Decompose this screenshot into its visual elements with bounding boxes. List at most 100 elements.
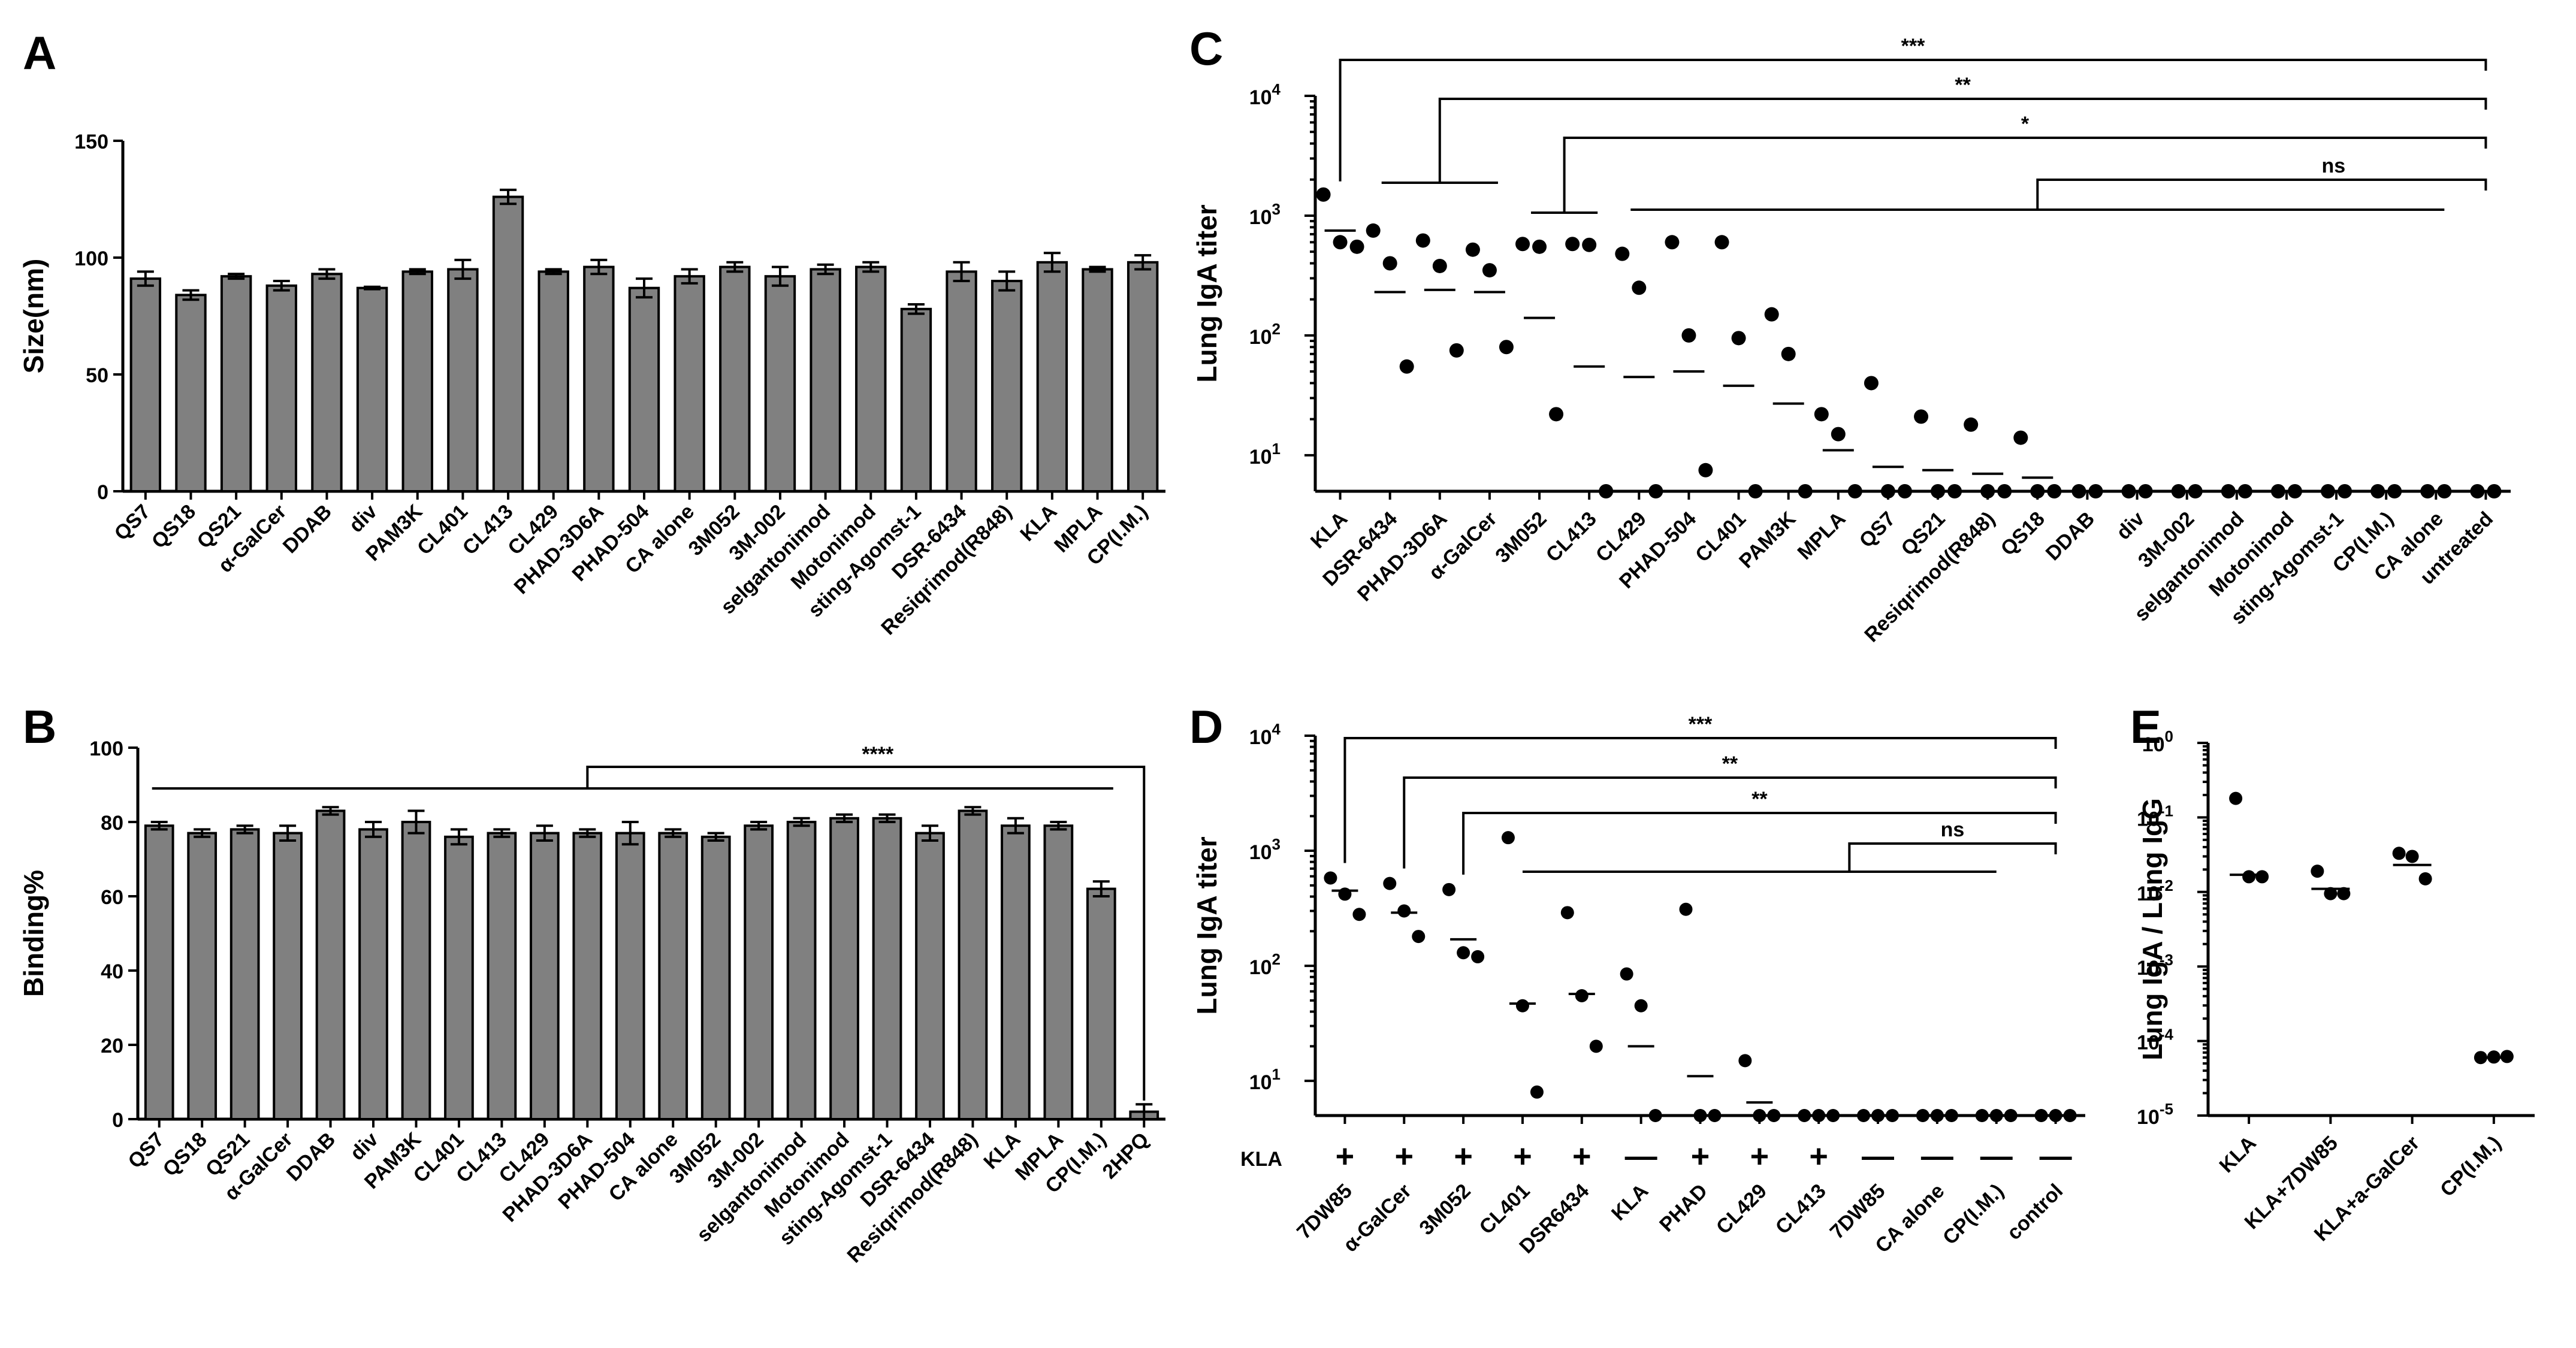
x-tick-label-cl401: CL401 bbox=[413, 500, 472, 560]
bar-phad-504 bbox=[615, 832, 645, 1120]
data-point-kla-7dw85-0 bbox=[2311, 865, 2324, 878]
bar-dsr-6434 bbox=[915, 832, 945, 1120]
significance-label-2: ** bbox=[1751, 788, 1768, 811]
error-bar-mpla bbox=[1050, 821, 1067, 831]
error-bar-cl401 bbox=[450, 828, 467, 846]
x-tick-label-cl429-7: CL429 bbox=[1712, 1180, 1771, 1239]
panel-label-c: C bbox=[1189, 22, 1223, 75]
x-tick-label-3m052-2: 3M052 bbox=[1415, 1180, 1475, 1240]
kla-sign-7dw85-0: + bbox=[1336, 1138, 1355, 1174]
data-point-galcer-0 bbox=[1465, 242, 1480, 257]
x-tick-label-3m052: 3M052 bbox=[1491, 507, 1551, 567]
kla-sign-galcer-1: + bbox=[1394, 1138, 1414, 1174]
data-point-pam3k-2 bbox=[1798, 484, 1813, 498]
y-tick-label: 103 bbox=[1249, 200, 1281, 229]
y-tick-label: 0 bbox=[97, 481, 108, 504]
data-point-galcer-2 bbox=[1412, 930, 1426, 944]
data-point-kla-2 bbox=[2255, 870, 2269, 884]
y-tick-label: 80 bbox=[101, 812, 123, 835]
x-tick-label-cp-i-m: CP(I.M.) bbox=[2436, 1132, 2505, 1201]
y-tick-label: 100 bbox=[74, 247, 108, 270]
significance-bracket-3 bbox=[2036, 179, 2487, 210]
x-tick-label-cl401-3: CL401 bbox=[1475, 1180, 1535, 1239]
error-bar-pam3k bbox=[409, 268, 426, 276]
bar-cl401 bbox=[447, 268, 479, 492]
data-point-cl401-1 bbox=[1515, 999, 1529, 1012]
y-tick-label: 60 bbox=[101, 886, 123, 909]
data-point-mpla-1 bbox=[1831, 427, 1846, 442]
significance-label-1: ** bbox=[1722, 752, 1738, 775]
y-tick-label: 40 bbox=[101, 960, 123, 983]
panel-label-a: A bbox=[23, 26, 56, 79]
data-point-3m052-0 bbox=[1442, 882, 1456, 896]
data-point-qs21-0 bbox=[1914, 409, 1929, 424]
bar-sting-agomst-1 bbox=[900, 307, 932, 492]
data-point-untreated-0 bbox=[2470, 484, 2485, 498]
data-point-phad-3d6a-1 bbox=[1432, 258, 1447, 273]
data-point-dsr6434-2 bbox=[1589, 1039, 1603, 1053]
bar-cl413 bbox=[492, 195, 524, 492]
x-tick-label-qs18: QS18 bbox=[1997, 507, 2049, 560]
data-point-3m-002-0 bbox=[2171, 484, 2186, 498]
y-tick-label: 0 bbox=[112, 1109, 123, 1132]
data-point-qs18-0 bbox=[2013, 430, 2028, 445]
data-point-qs18-1 bbox=[2030, 484, 2045, 498]
data-point-3m052-2 bbox=[1471, 950, 1485, 963]
bar-qs7 bbox=[129, 277, 162, 492]
bar-qs21 bbox=[220, 275, 252, 492]
bar-pam3k bbox=[401, 821, 431, 1120]
kla-sign-cp-i-m-11: — bbox=[1980, 1138, 2013, 1174]
bar-selgantonimod bbox=[810, 268, 841, 492]
y-tick-label: 104 bbox=[1249, 80, 1281, 109]
data-point-kla-7dw85-1 bbox=[2324, 887, 2338, 900]
bar-galcer bbox=[265, 284, 297, 492]
error-bar-motonimod bbox=[836, 813, 853, 823]
data-point-cp-i-m-1 bbox=[1989, 1109, 2003, 1122]
significance-label-2: * bbox=[2021, 113, 2030, 135]
data-point-control-0 bbox=[2034, 1109, 2048, 1122]
bar-pam3k bbox=[401, 270, 433, 492]
data-point-kla-1 bbox=[1634, 999, 1648, 1012]
bar-resiqrimod-r848 bbox=[991, 280, 1023, 492]
data-point-selgantonimod-1 bbox=[2237, 484, 2252, 498]
bar-sting-agomst-1 bbox=[872, 817, 902, 1121]
error-bar-div bbox=[364, 285, 381, 291]
data-point-phad-0 bbox=[1679, 902, 1693, 916]
error-bar-cl429 bbox=[545, 268, 562, 276]
data-point-cp-i-m-1 bbox=[2387, 484, 2402, 498]
data-point-qs21-2 bbox=[1947, 484, 1962, 498]
data-point-kla-0 bbox=[2229, 791, 2243, 805]
data-point-7dw85-2 bbox=[1352, 908, 1366, 921]
y-tick-label: 10-5 bbox=[2137, 1100, 2173, 1129]
error-bar-galcer bbox=[273, 280, 290, 292]
data-point-cl401-1 bbox=[1731, 331, 1746, 346]
x-tick-label-kla-5: KLA bbox=[1607, 1180, 1653, 1225]
x-tick-label-div: div bbox=[346, 1128, 383, 1165]
x-tick-label-mpla: MPLA bbox=[1793, 507, 1850, 564]
bar-qs18 bbox=[187, 832, 218, 1120]
data-point-ca-alone-1 bbox=[2437, 484, 2452, 498]
data-point-cl429-0 bbox=[1738, 1054, 1752, 1068]
error-bar-kla bbox=[1043, 252, 1061, 273]
data-point-kla-a-galcer-1 bbox=[2405, 850, 2419, 863]
significance-bracket-0 bbox=[1343, 737, 2057, 863]
error-bar-qs21 bbox=[236, 824, 253, 835]
data-point-resiqrimod-r848-2 bbox=[1997, 484, 2012, 498]
data-point-ca-alone-1 bbox=[1930, 1109, 1944, 1122]
y-axis-title: Lung IgA titer bbox=[1191, 204, 1222, 382]
data-point-cp-i-m-0 bbox=[1975, 1109, 1989, 1122]
chart-panel-b: 020406080100Binding%QS7QS18QS21α-GalCerD… bbox=[18, 738, 1165, 1267]
error-bar-cp-i-m bbox=[1092, 880, 1110, 897]
y-tick-label: 100 bbox=[89, 738, 123, 760]
bar-dsr-6434 bbox=[946, 270, 977, 492]
bar-cl401 bbox=[444, 835, 474, 1121]
data-point-3m052-0 bbox=[1515, 237, 1530, 252]
significance-bracket-upper bbox=[586, 766, 1146, 1101]
data-point-cl413-2 bbox=[1826, 1109, 1840, 1122]
data-point-motonimod-1 bbox=[2287, 484, 2302, 498]
chart-panel-e: 100 10-1 10-2 10-3 10-4 10-5 Lung IgA / Lung I… bbox=[2137, 727, 2535, 1246]
data-point-ddab-1 bbox=[2088, 484, 2103, 498]
bar-3m-002 bbox=[744, 824, 774, 1120]
